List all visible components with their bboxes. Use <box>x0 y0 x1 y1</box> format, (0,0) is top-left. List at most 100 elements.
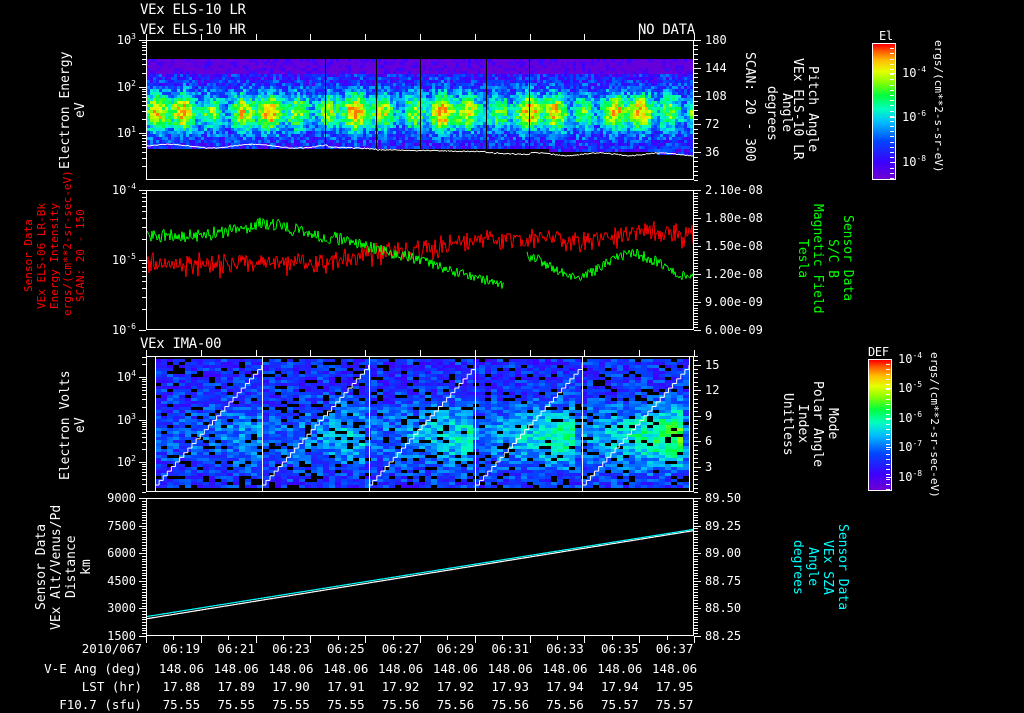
axis-tick <box>475 34 476 40</box>
axis-tick <box>142 381 146 382</box>
axis-tick <box>694 550 698 551</box>
axis-tick <box>142 608 146 609</box>
colorbar-tick-minor <box>890 126 894 127</box>
panel3-colorbar-tick-label: 10-5 <box>898 380 923 395</box>
panel2-right-tick-label: 2.10e-08 <box>705 183 763 197</box>
axis-tick <box>694 420 698 421</box>
axis-tick <box>393 636 394 640</box>
table-cell: 148.06 <box>268 661 314 676</box>
axis-tick <box>694 224 698 225</box>
axis-tick <box>694 365 698 366</box>
axis-tick <box>142 578 146 579</box>
axis-tick <box>694 356 698 357</box>
axis-tick <box>530 34 531 40</box>
axis-tick <box>142 54 146 55</box>
axis-tick <box>142 592 146 593</box>
axis-tick <box>694 204 698 205</box>
colorbar-tick-minor <box>890 90 894 91</box>
colorbar-tick <box>886 388 892 389</box>
panel1-scan-label: SCAN: 20 - 300 <box>742 52 757 162</box>
axis-tick <box>694 157 698 158</box>
axis-tick <box>694 570 698 571</box>
axis-tick <box>694 504 698 505</box>
colorbar-tick-minor <box>886 419 890 420</box>
axis-tick <box>694 399 698 400</box>
axis-tick <box>694 501 698 502</box>
axis-tick <box>142 600 146 601</box>
colorbar-tick <box>886 477 892 478</box>
axis-tick <box>142 492 146 493</box>
panel4-right-tick-label: 89.25 <box>705 519 742 533</box>
axis-tick <box>256 350 257 356</box>
axis-tick <box>420 350 421 356</box>
colorbar-tick-minor <box>886 474 890 475</box>
axis-tick <box>694 484 698 485</box>
axis-tick <box>256 34 257 40</box>
axis-tick <box>142 475 146 476</box>
panel3-colorbar-units: ergs/(cm**2-sr-sec-eV) <box>928 352 941 498</box>
axis-tick <box>694 539 698 540</box>
colorbar-tick-minor <box>886 489 890 490</box>
axis-tick <box>694 545 698 546</box>
table-cell: 06:37 <box>655 641 694 656</box>
axis-tick <box>694 171 698 172</box>
axis-tick <box>694 249 698 250</box>
axis-tick <box>142 97 146 98</box>
axis-tick <box>694 147 698 148</box>
table-row-label: F10.7 (sfu) <box>59 697 142 712</box>
axis-tick <box>694 575 698 576</box>
axis-tick <box>694 608 698 609</box>
axis-tick <box>365 636 366 643</box>
axis-tick <box>142 581 146 582</box>
panel4-right-tick-label: 89.50 <box>705 491 742 505</box>
axis-tick <box>694 630 698 631</box>
axis-tick <box>694 416 698 417</box>
axis-tick <box>146 350 147 356</box>
axis-tick <box>694 445 698 446</box>
axis-tick <box>142 570 146 571</box>
table-cell: 148.06 <box>652 661 698 676</box>
axis-tick <box>694 617 698 618</box>
axis-tick <box>694 271 698 272</box>
panel4-left-tick-label: 1500 <box>107 629 136 643</box>
axis-tick <box>142 197 146 198</box>
axis-tick <box>694 82 698 83</box>
axis-tick <box>694 263 698 264</box>
axis-tick <box>228 636 229 640</box>
table-cell: 148.06 <box>323 661 369 676</box>
colorbar-tick-minor <box>886 479 890 480</box>
colorbar-tick-minor <box>890 69 894 70</box>
axis-tick <box>694 589 698 590</box>
panel1-left-tick-label: 101 <box>116 125 136 140</box>
axis-tick <box>365 34 366 40</box>
colorbar-tick <box>886 447 892 448</box>
table-cell: 17.88 <box>162 679 201 694</box>
axis-tick <box>694 238 698 239</box>
colorbar-tick-minor <box>886 439 890 440</box>
axis-tick <box>142 561 146 562</box>
axis-tick <box>694 215 698 216</box>
axis-tick <box>694 450 698 451</box>
axis-tick <box>694 578 698 579</box>
axis-tick <box>694 207 698 208</box>
panel4-right-tick-label: 88.75 <box>705 574 742 588</box>
colorbar-tick-minor <box>890 59 894 60</box>
axis-tick <box>694 350 695 356</box>
axis-tick <box>694 299 698 300</box>
panel3-right-tick-label: 15 <box>705 358 720 372</box>
axis-tick <box>142 379 146 380</box>
axis-tick <box>502 636 503 640</box>
axis-tick <box>146 34 147 40</box>
axis-tick <box>142 193 146 194</box>
axis-tick <box>139 377 146 378</box>
axis-tick <box>142 537 146 538</box>
axis-tick <box>694 526 698 527</box>
axis-tick <box>142 469 146 470</box>
axis-tick <box>142 394 146 395</box>
panel2-left-tick-label: 10-5 <box>111 252 136 267</box>
axis-tick <box>142 271 146 272</box>
axis-tick <box>201 34 202 40</box>
axis-tick <box>694 143 698 144</box>
axis-tick <box>694 548 698 549</box>
